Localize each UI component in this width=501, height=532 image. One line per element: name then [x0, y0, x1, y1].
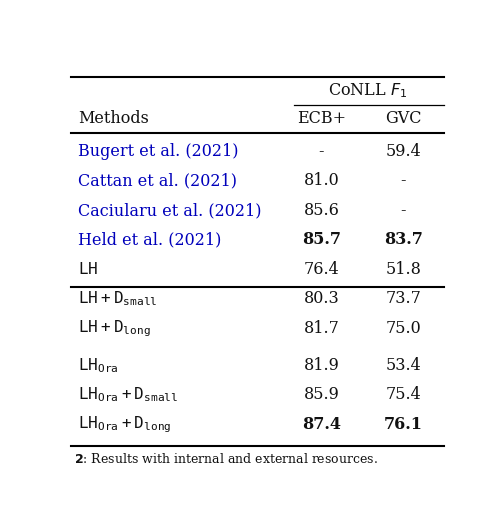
Text: $\mathbf{2}$: Results with internal and external resources.: $\mathbf{2}$: Results with internal and …	[74, 452, 378, 466]
Text: $\mathtt{LH_{Ora}}$: $\mathtt{LH_{Ora}}$	[78, 356, 119, 375]
Text: 75.0: 75.0	[385, 320, 420, 337]
Text: 73.7: 73.7	[384, 290, 420, 307]
Text: $\mathtt{LH + D_{long}}$: $\mathtt{LH + D_{long}}$	[78, 318, 151, 339]
Text: 85.6: 85.6	[303, 202, 339, 219]
Text: 76.1: 76.1	[383, 416, 422, 433]
Text: 87.4: 87.4	[302, 416, 340, 433]
Text: ECB+: ECB+	[296, 110, 345, 127]
Text: 53.4: 53.4	[385, 357, 420, 374]
Text: 76.4: 76.4	[303, 261, 339, 278]
Text: Cattan et al. (2021): Cattan et al. (2021)	[78, 172, 237, 189]
Text: Bugert et al. (2021): Bugert et al. (2021)	[78, 143, 238, 160]
Text: CoNLL $\mathit{F}_1$: CoNLL $\mathit{F}_1$	[328, 81, 407, 100]
Text: GVC: GVC	[384, 110, 420, 127]
Text: -: -	[400, 172, 405, 189]
Text: 80.3: 80.3	[303, 290, 339, 307]
Text: 85.7: 85.7	[302, 231, 340, 248]
Text: 81.0: 81.0	[303, 172, 339, 189]
Text: -: -	[400, 202, 405, 219]
Text: Caciularu et al. (2021): Caciularu et al. (2021)	[78, 202, 262, 219]
Text: $\mathtt{LH + D_{small}}$: $\mathtt{LH + D_{small}}$	[78, 289, 158, 309]
Text: 51.8: 51.8	[384, 261, 420, 278]
Text: $\mathtt{LH_{Ora} + D_{small}}$: $\mathtt{LH_{Ora} + D_{small}}$	[78, 386, 178, 404]
Text: 85.9: 85.9	[303, 386, 339, 403]
Text: 59.4: 59.4	[385, 143, 420, 160]
Text: 81.7: 81.7	[303, 320, 339, 337]
Text: 75.4: 75.4	[385, 386, 420, 403]
Text: Held et al. (2021): Held et al. (2021)	[78, 231, 221, 248]
Text: $\mathtt{LH}$: $\mathtt{LH}$	[78, 261, 98, 278]
Text: 83.7: 83.7	[383, 231, 422, 248]
Text: -: -	[318, 143, 324, 160]
Text: 81.9: 81.9	[303, 357, 339, 374]
Text: Methods: Methods	[78, 110, 149, 127]
Text: $\mathtt{LH_{Ora} + D_{long}}$: $\mathtt{LH_{Ora} + D_{long}}$	[78, 414, 171, 435]
